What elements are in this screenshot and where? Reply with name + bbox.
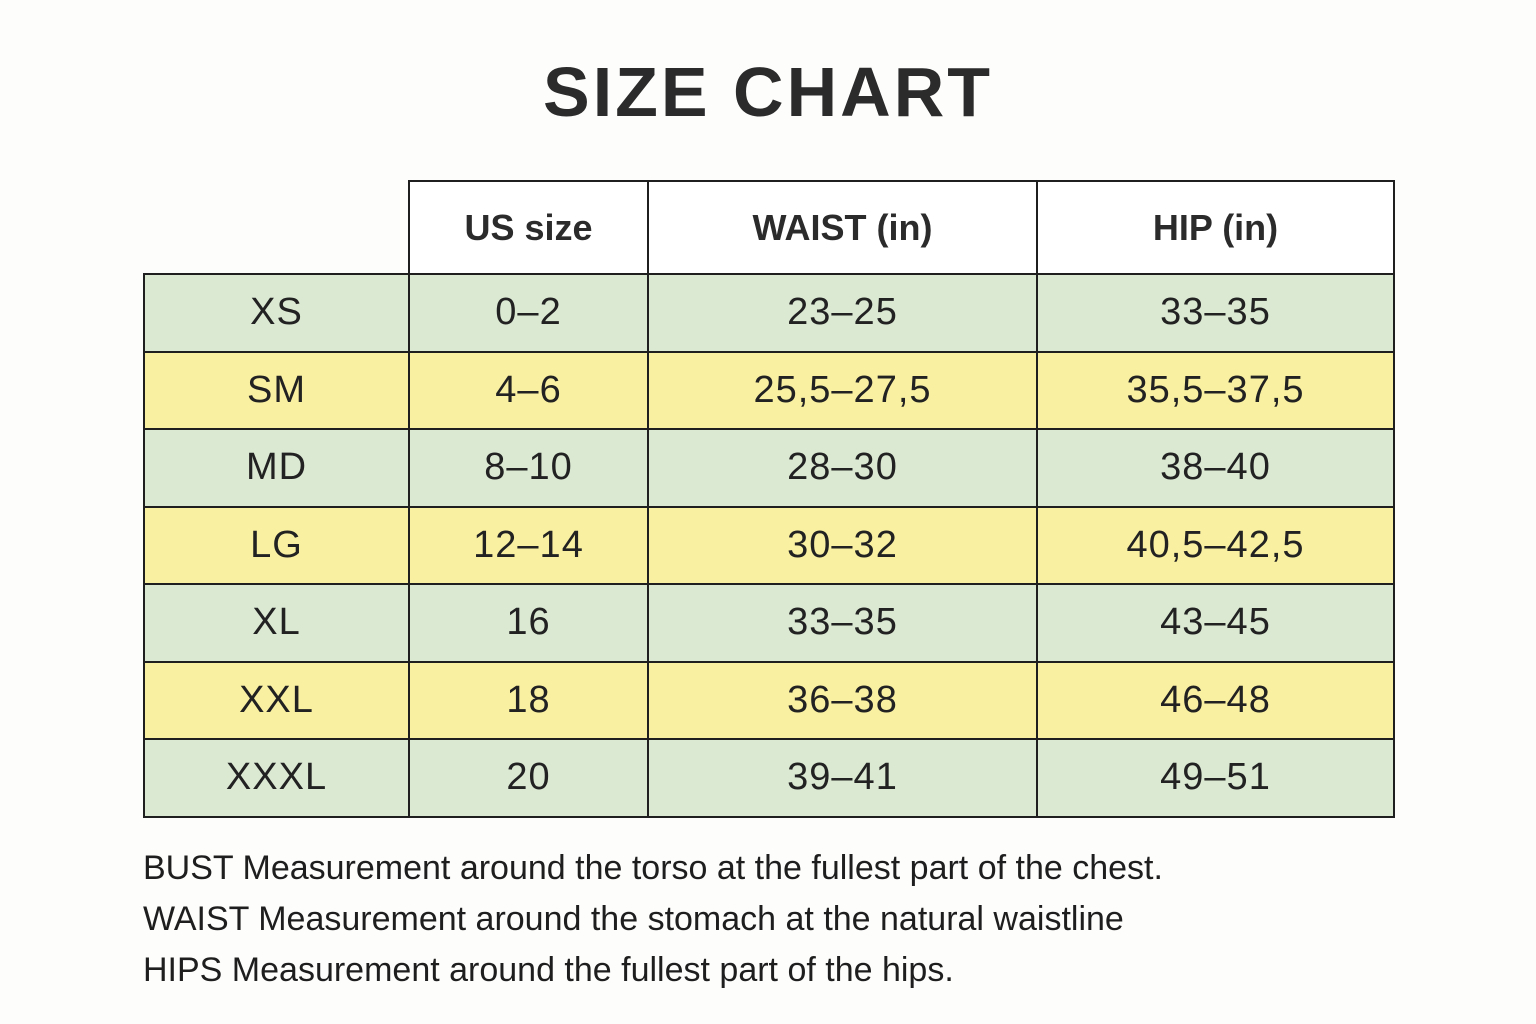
waist-cell: 36–38: [647, 660, 1038, 740]
table-row-xxl: XXL 18 36–38 46–48: [143, 660, 1395, 740]
us-size-cell: 8–10: [408, 428, 649, 508]
header-row: US size WAIST (in) HIP (in): [144, 180, 1395, 275]
hip-cell: 46–48: [1036, 660, 1395, 740]
size-label-cell: MD: [143, 428, 410, 508]
table-row-xs: XS 0–2 23–25 33–35: [143, 273, 1395, 353]
waist-cell: 30–32: [647, 505, 1038, 585]
us-size-cell: 20: [408, 738, 649, 818]
waist-cell: 23–25: [647, 273, 1038, 353]
waist-cell: 28–30: [647, 428, 1038, 508]
size-label-cell: XL: [143, 583, 410, 663]
header-cell-hip: HIP (in): [1036, 180, 1395, 275]
size-label-cell: XS: [143, 273, 410, 353]
waist-cell: 25,5–27,5: [647, 350, 1038, 430]
page-title: SIZE CHART: [543, 53, 993, 131]
waist-cell: 39–41: [647, 738, 1038, 818]
size-label-cell: XXL: [143, 660, 410, 740]
size-chart-table: US size WAIST (in) HIP (in) XS 0–2 23–25…: [143, 180, 1395, 818]
table-row-lg: LG 12–14 30–32 40,5–42,5: [143, 505, 1395, 585]
hip-cell: 38–40: [1036, 428, 1395, 508]
us-size-cell: 12–14: [408, 505, 649, 585]
us-size-cell: 18: [408, 660, 649, 740]
size-label-cell: XXXL: [143, 738, 410, 818]
us-size-cell: 0–2: [408, 273, 649, 353]
waist-cell: 33–35: [647, 583, 1038, 663]
hip-cell: 43–45: [1036, 583, 1395, 663]
hip-cell: 40,5–42,5: [1036, 505, 1395, 585]
header-cell-waist: WAIST (in): [647, 180, 1038, 275]
table-row-xxxl: XXXL 20 39–41 49–51: [143, 738, 1395, 818]
note-hips: HIPS Measurement around the fullest part…: [143, 951, 954, 989]
header-cell-us-size: US size: [408, 180, 649, 275]
table-row-sm: SM 4–6 25,5–27,5 35,5–37,5: [143, 350, 1395, 430]
table-row-xl: XL 16 33–35 43–45: [143, 583, 1395, 663]
note-bust: BUST Measurement around the torso at the…: [143, 849, 1163, 887]
measurement-notes: BUST Measurement around the torso at the…: [143, 843, 1443, 996]
us-size-cell: 16: [408, 583, 649, 663]
hip-cell: 35,5–37,5: [1036, 350, 1395, 430]
corner-cell: [144, 181, 409, 274]
table-row-md: MD 8–10 28–30 38–40: [143, 428, 1395, 508]
us-size-cell: 4–6: [408, 350, 649, 430]
note-waist: WAIST Measurement around the stomach at …: [143, 900, 1124, 938]
hip-cell: 49–51: [1036, 738, 1395, 818]
hip-cell: 33–35: [1036, 273, 1395, 353]
size-label-cell: LG: [143, 505, 410, 585]
size-label-cell: SM: [143, 350, 410, 430]
